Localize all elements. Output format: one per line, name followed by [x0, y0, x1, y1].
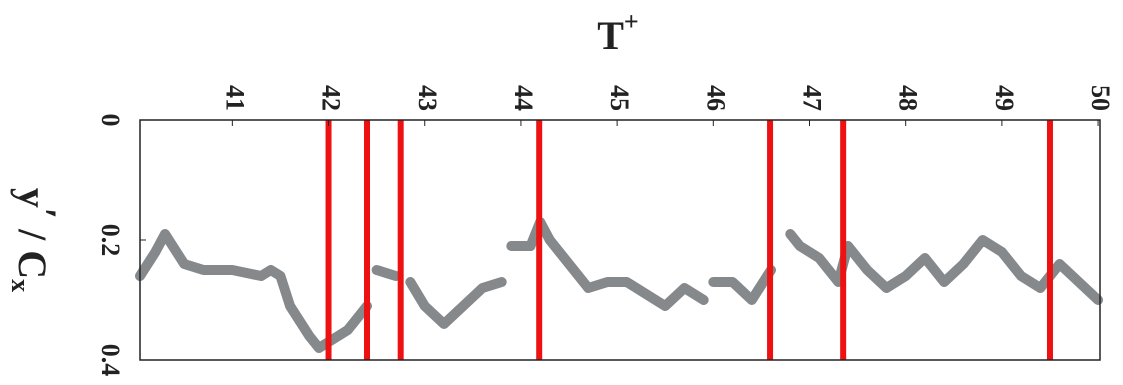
x-tick-label: 45 — [605, 85, 634, 111]
y-axis-title-base: y — [10, 188, 55, 208]
y-tick-label: 0 — [96, 114, 125, 127]
y-tick-label: 0.4 — [96, 344, 125, 377]
chart: T+ y′ / Cx 41 42 43 44 45 46 47 48 49 50 0 0.2 0.4 — [0, 0, 1123, 385]
x-axis-title-base: T — [597, 13, 624, 58]
y-axis-title: y′ / Cx — [6, 188, 65, 292]
y-tick-label: 0.2 — [96, 224, 125, 257]
data-line — [140, 222, 1098, 348]
plot-frame — [140, 120, 1100, 360]
x-tick-label: 42 — [317, 85, 346, 111]
x-tick-label: 46 — [701, 85, 730, 111]
x-tick-label: 49 — [990, 85, 1019, 111]
x-tick-label: 50 — [1086, 85, 1115, 111]
x-tick-label: 48 — [894, 85, 923, 111]
x-tick-label: 41 — [220, 85, 249, 111]
x-tick-label: 43 — [413, 85, 442, 111]
x-axis-title: T+ — [597, 7, 639, 58]
y-axis-title-prime: ′ — [20, 208, 65, 219]
y-axis-title-mid: / C — [10, 219, 55, 279]
y-axis-title-sub: x — [6, 279, 35, 292]
x-tick-label: 47 — [798, 85, 827, 111]
x-axis-title-sup: + — [624, 7, 639, 36]
x-tick-label: 44 — [509, 85, 538, 111]
